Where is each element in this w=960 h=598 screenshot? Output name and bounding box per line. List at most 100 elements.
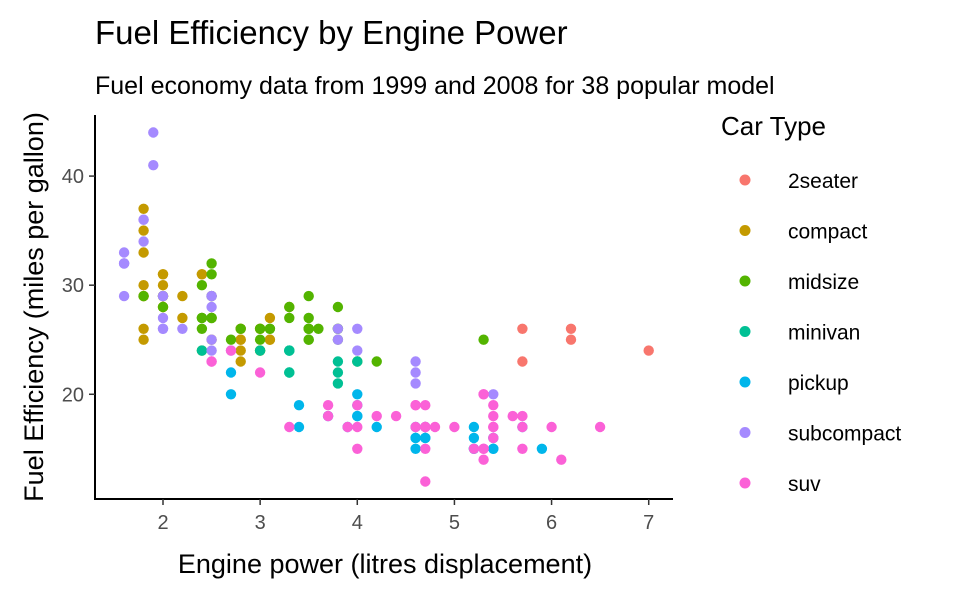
data-point-suv [478, 443, 489, 454]
data-point-pickup [410, 432, 421, 444]
data-point-minivan [284, 345, 295, 356]
data-point-suv [420, 400, 431, 411]
data-point-subcompact [148, 127, 159, 138]
data-point-2seater [517, 323, 528, 334]
x-axis-title: Engine power (litres displacement) [178, 549, 592, 579]
legend-key-2seater [739, 174, 751, 186]
data-point-suv [206, 356, 217, 367]
data-point-midsize [284, 312, 295, 324]
data-point-minivan [332, 356, 344, 367]
data-point-compact [138, 280, 149, 291]
data-point-midsize [206, 269, 217, 280]
x-tick-label: 2 [157, 512, 168, 534]
data-point-subcompact [352, 323, 363, 334]
data-point-suv [410, 400, 421, 411]
data-point-suv [420, 443, 431, 454]
data-point-compact [138, 334, 149, 345]
data-point-subcompact [410, 356, 421, 367]
data-point-suv [488, 410, 499, 422]
data-point-suv [488, 432, 499, 444]
legend-label-midsize: midsize [788, 271, 859, 294]
data-point-suv [352, 421, 363, 433]
data-point-subcompact [118, 247, 130, 258]
data-point-midsize [206, 312, 217, 324]
data-point-subcompact [488, 389, 499, 400]
data-point-2seater [643, 345, 654, 356]
legend-key-compact [739, 225, 751, 236]
legend-label-minivan: minivan [788, 322, 860, 345]
data-point-compact [157, 269, 169, 280]
data-point-suv [342, 421, 353, 433]
data-point-subcompact [157, 312, 169, 324]
data-point-pickup [420, 432, 431, 444]
data-point-compact [177, 290, 188, 302]
data-point-pickup [293, 400, 305, 411]
data-point-midsize [254, 323, 266, 334]
data-point-minivan [284, 367, 295, 378]
data-point-suv [429, 421, 441, 433]
data-point-pickup [536, 443, 548, 454]
data-point-2seater [517, 356, 528, 367]
data-point-pickup [352, 389, 363, 400]
data-point-subcompact [118, 258, 130, 269]
y-tick-label: 40 [62, 166, 84, 188]
legend-key-suv [739, 477, 751, 489]
data-point-subcompact [332, 334, 344, 345]
data-point-midsize [264, 323, 276, 334]
data-point-suv [488, 400, 499, 411]
data-point-suv [478, 454, 489, 465]
data-point-suv [556, 454, 567, 465]
x-tick-label: 6 [546, 512, 557, 534]
legend-label-suv: suv [788, 473, 821, 496]
y-tick-label: 30 [62, 275, 84, 297]
data-point-compact [138, 225, 149, 236]
data-point-minivan [332, 378, 344, 389]
data-point-midsize [284, 301, 295, 313]
data-point-suv [517, 410, 528, 422]
data-point-pickup [410, 443, 421, 454]
data-point-suv [488, 421, 499, 433]
data-point-pickup [468, 421, 480, 433]
data-point-suv [546, 421, 557, 433]
data-point-midsize [332, 301, 344, 313]
chart-subtitle: Fuel economy data from 1999 and 2008 for… [95, 72, 775, 100]
data-point-pickup [468, 432, 480, 444]
x-tick-label: 3 [255, 512, 266, 534]
data-point-compact [138, 323, 149, 334]
data-point-minivan [254, 345, 266, 356]
x-tick-label: 5 [449, 512, 460, 534]
data-point-suv [322, 410, 334, 422]
data-point-compact [264, 334, 276, 345]
data-point-suv [517, 443, 528, 454]
data-point-suv [225, 345, 237, 356]
legend-label-compact: compact [788, 221, 868, 244]
data-point-compact [196, 269, 208, 280]
data-point-suv [371, 410, 382, 422]
data-point-subcompact [138, 236, 149, 247]
data-point-subcompact [148, 160, 159, 171]
data-point-subcompact [177, 323, 188, 334]
data-point-suv [420, 476, 431, 487]
data-point-suv [352, 443, 363, 454]
data-point-suv [478, 389, 489, 400]
data-point-subcompact [206, 334, 217, 345]
data-point-midsize [254, 334, 266, 345]
data-point-compact [235, 356, 246, 367]
data-point-compact [235, 334, 246, 345]
data-point-midsize [196, 312, 208, 324]
data-point-midsize [371, 356, 382, 367]
data-point-subcompact [138, 214, 149, 225]
x-tick-label: 4 [352, 512, 363, 534]
data-point-suv [284, 421, 295, 433]
data-point-midsize [313, 323, 324, 334]
data-point-subcompact [410, 367, 421, 378]
data-point-midsize [157, 301, 169, 313]
data-point-midsize [225, 334, 237, 345]
legend-label-2seater: 2seater [788, 170, 858, 193]
data-point-suv [420, 421, 431, 433]
data-point-subcompact [206, 290, 217, 302]
data-point-subcompact [410, 378, 421, 389]
data-point-compact [138, 203, 149, 214]
data-point-compact [138, 247, 149, 258]
chart-title: Fuel Efficiency by Engine Power [95, 14, 568, 51]
